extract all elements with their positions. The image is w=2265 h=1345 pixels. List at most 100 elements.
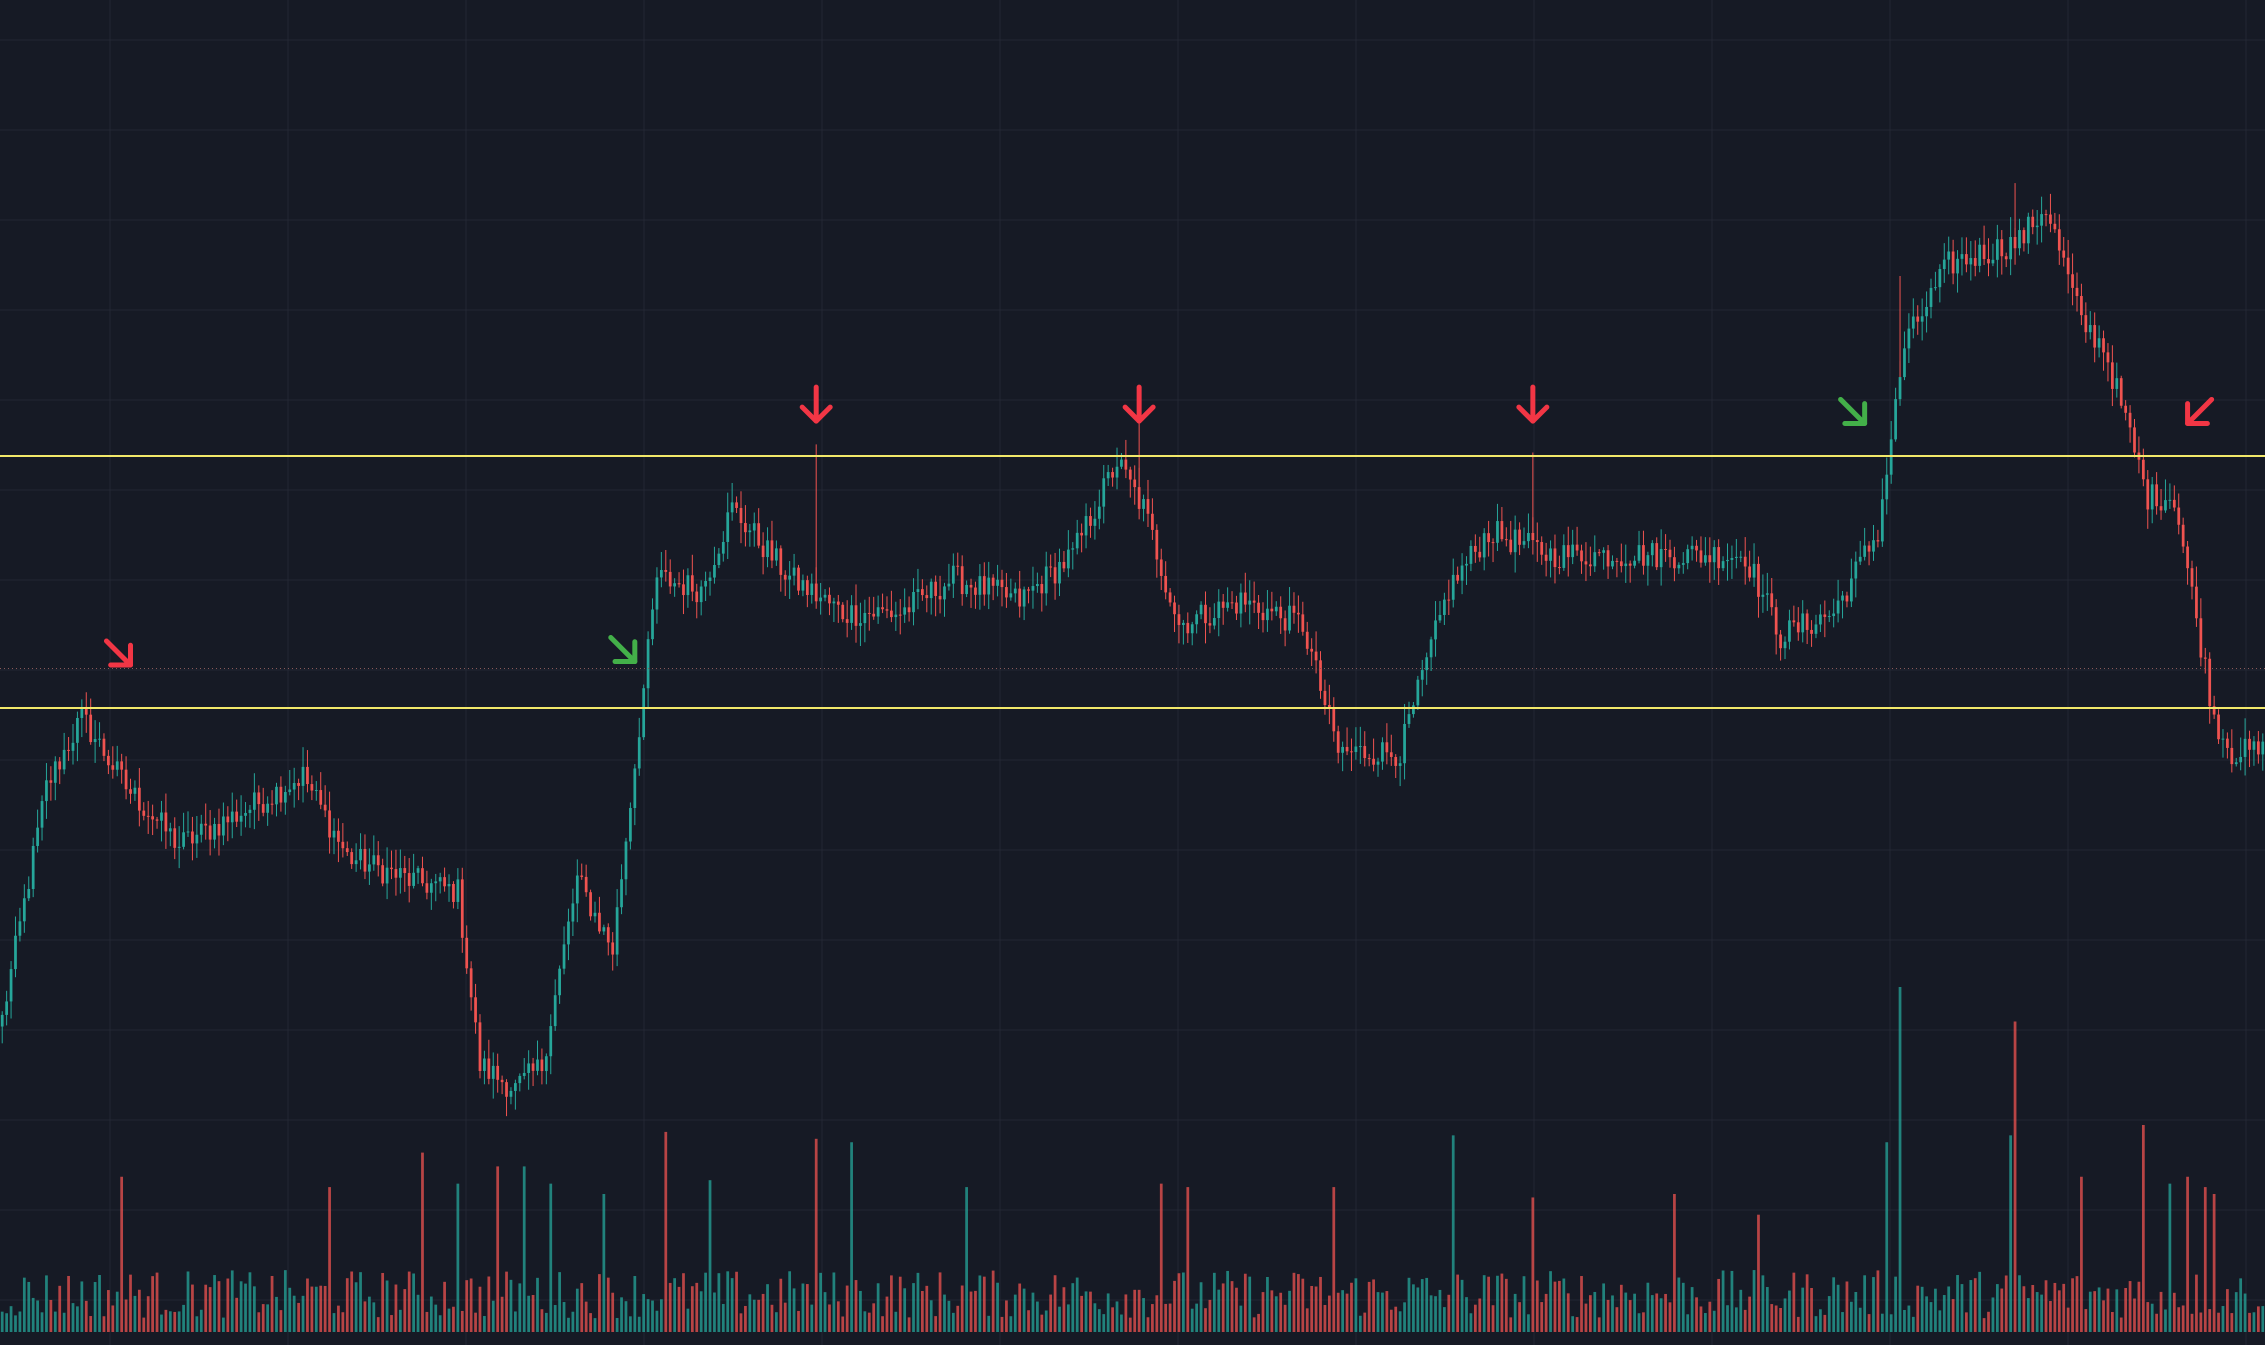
candle-body xyxy=(1739,556,1743,558)
volume-bar xyxy=(434,1304,438,1332)
candle xyxy=(1549,540,1552,578)
annotations xyxy=(103,384,2215,668)
volume-bar xyxy=(182,1304,185,1332)
volume-bar xyxy=(1712,1310,1716,1332)
candle xyxy=(704,571,707,601)
candle-body xyxy=(1398,763,1402,766)
candle-body xyxy=(1248,600,1252,605)
volume-bar xyxy=(1456,1274,1460,1332)
candle xyxy=(748,523,752,547)
candle xyxy=(629,802,632,850)
candle-body xyxy=(363,848,367,872)
candle-body xyxy=(1217,601,1221,619)
candle-body xyxy=(31,845,35,889)
candle-body xyxy=(575,875,579,904)
volume-bar xyxy=(239,1281,243,1332)
candle xyxy=(907,596,911,622)
candle-body xyxy=(925,595,929,599)
candle-body xyxy=(1243,592,1247,605)
candle-body xyxy=(1093,518,1097,526)
candle xyxy=(2248,730,2251,768)
candle-body xyxy=(1345,746,1349,752)
candle-body xyxy=(584,876,588,893)
volume-bar xyxy=(199,1309,203,1332)
candle-body xyxy=(1588,564,1592,567)
candle xyxy=(407,858,411,903)
candle xyxy=(1761,574,1765,613)
candle xyxy=(1319,651,1322,699)
volume-bar xyxy=(686,1308,690,1332)
volume-bar xyxy=(819,1272,822,1332)
candle-body xyxy=(2053,223,2057,230)
candle xyxy=(699,580,703,616)
candle xyxy=(651,598,654,646)
candle xyxy=(2221,729,2225,758)
candle-body xyxy=(1509,539,1513,553)
candle-body xyxy=(1381,742,1384,762)
candle-body xyxy=(2221,738,2225,740)
candle xyxy=(1217,589,1221,637)
candle-body xyxy=(1774,607,1778,635)
candle-body xyxy=(797,567,800,591)
candle-body xyxy=(1792,620,1796,623)
candle-body xyxy=(1389,752,1393,757)
candle-body xyxy=(1867,545,1871,552)
volume-panel xyxy=(0,987,2265,1332)
candle xyxy=(1235,595,1238,621)
volume-bar xyxy=(1177,1273,1181,1332)
candle-body xyxy=(2018,230,2021,249)
candle xyxy=(602,924,606,935)
volume-bar xyxy=(1195,1303,1199,1332)
candle-body xyxy=(1235,602,1238,614)
candle xyxy=(1513,515,1517,573)
candle xyxy=(1814,614,1818,639)
candle xyxy=(155,816,159,829)
candle xyxy=(819,582,822,615)
volume-bar xyxy=(1765,1287,1769,1332)
candle-body xyxy=(562,944,566,969)
candle-body xyxy=(337,830,340,842)
candle xyxy=(2062,237,2066,267)
candle xyxy=(252,773,256,830)
candle xyxy=(708,571,712,596)
candle-body xyxy=(580,875,584,877)
volume-bar xyxy=(1031,1292,1035,1332)
candle xyxy=(770,520,774,569)
volume-bar xyxy=(1774,1305,1778,1332)
volume-bar xyxy=(1040,1314,1044,1332)
volume-bar xyxy=(1491,1305,1495,1332)
candle xyxy=(978,564,982,610)
volume-bar xyxy=(1504,1278,1508,1332)
candle-body xyxy=(306,766,309,785)
candle xyxy=(1642,530,1645,575)
candle-body xyxy=(1434,620,1437,640)
volume-bar xyxy=(1876,1270,1880,1332)
candle xyxy=(823,589,827,602)
volume-bar xyxy=(84,1300,88,1332)
volume-bar xyxy=(319,1285,323,1332)
candle-body xyxy=(620,879,623,908)
volume-bar xyxy=(1274,1296,1278,1332)
candle xyxy=(2071,253,2074,306)
candle xyxy=(1106,464,1110,486)
candle-body xyxy=(2172,499,2176,508)
volume-bar xyxy=(514,1311,517,1332)
volume-bar xyxy=(1960,1284,1964,1332)
candle xyxy=(1907,313,1911,363)
volume-bar xyxy=(2115,1289,2119,1332)
volume-bar xyxy=(1000,1316,1004,1332)
candle-body xyxy=(2040,214,2043,226)
candle xyxy=(2186,541,2189,585)
candle xyxy=(1491,538,1495,563)
candle-body xyxy=(14,935,17,970)
candle xyxy=(876,595,880,624)
candle-body xyxy=(1854,561,1858,579)
volume-bar xyxy=(2066,1307,2070,1332)
candle xyxy=(1327,684,1331,725)
candle xyxy=(1712,540,1716,580)
candle-body xyxy=(1106,472,1110,479)
candle xyxy=(177,826,181,869)
candle xyxy=(1363,731,1367,767)
candle-body xyxy=(522,1072,526,1076)
volume-bar xyxy=(779,1278,783,1332)
